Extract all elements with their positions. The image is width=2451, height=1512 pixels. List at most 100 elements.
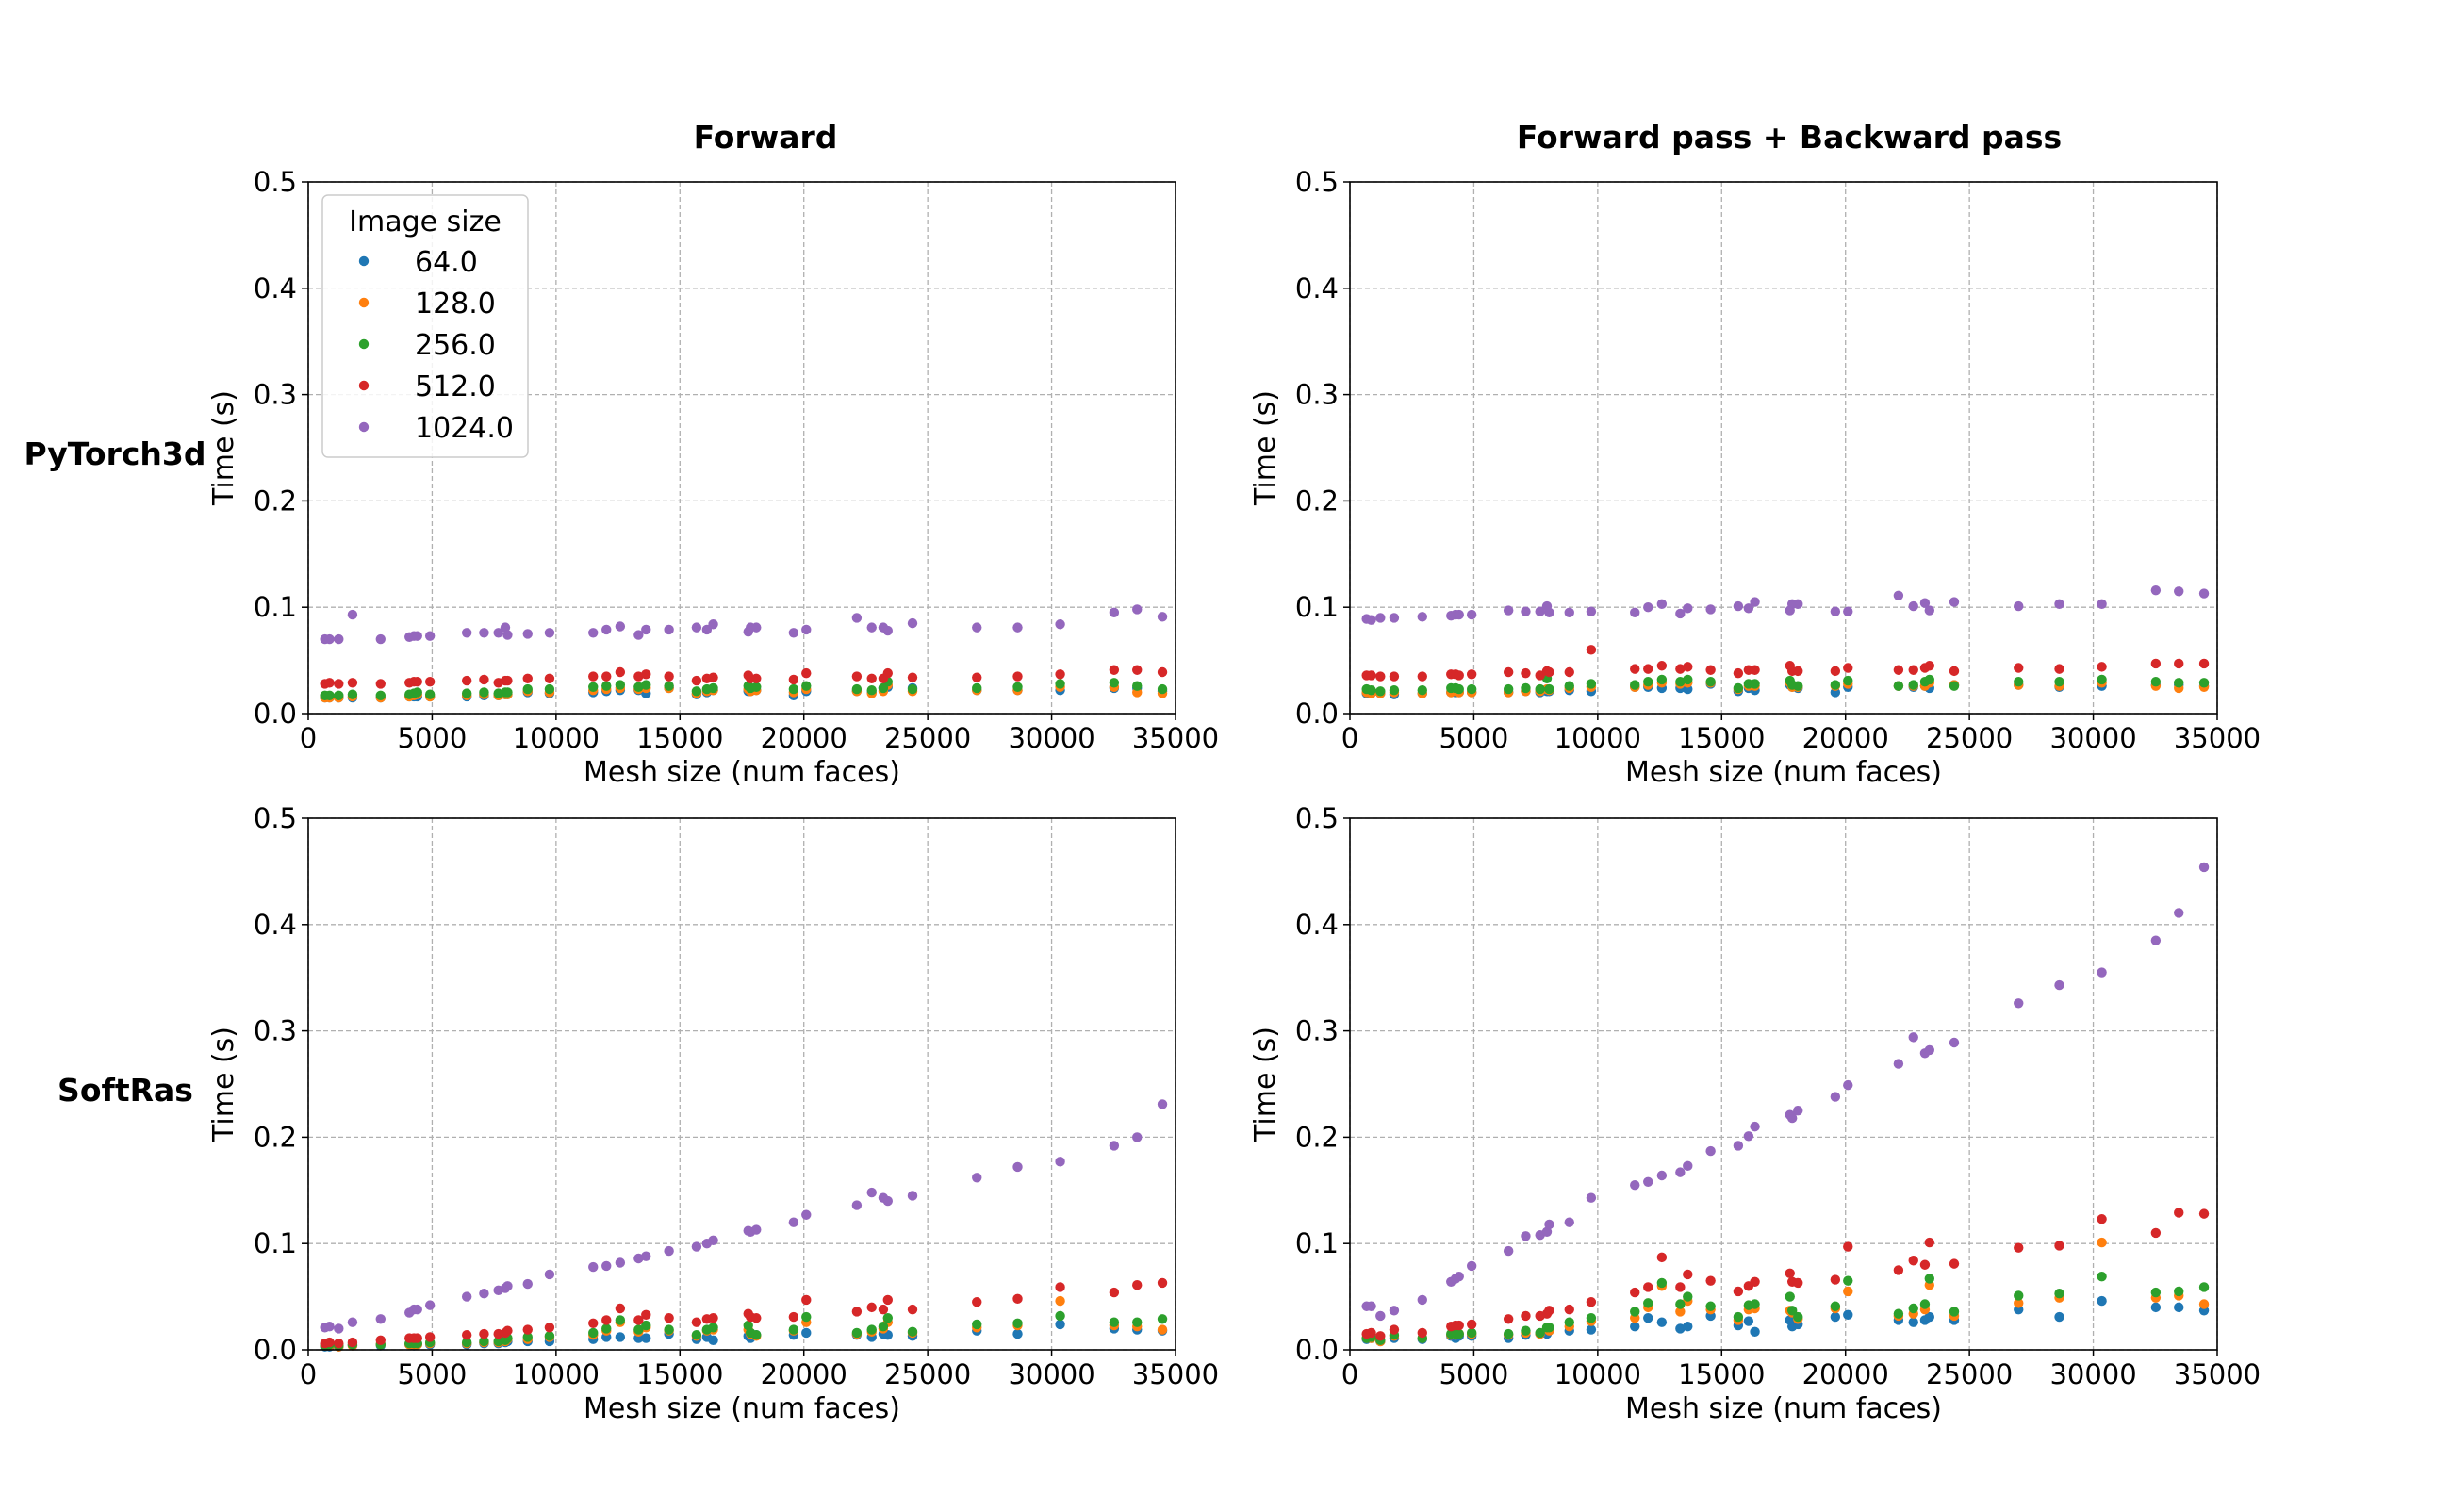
data-point (664, 1245, 674, 1257)
data-point (544, 628, 555, 638)
panel-2: 0 5000 10000 15000 20000 25000 30000 35000 0.0 0.… (207, 802, 1219, 1425)
data-point (866, 622, 877, 633)
data-point (1949, 597, 1960, 607)
data-point (412, 1304, 422, 1315)
y-tick-label: 0.5 (1295, 802, 1339, 834)
y-axis-label: Time (s) (1249, 390, 1282, 506)
data-point (1683, 674, 1693, 685)
data-point (1830, 1092, 1841, 1102)
data-point (1843, 675, 1853, 686)
data-point (1389, 613, 1400, 623)
data-point (601, 624, 612, 635)
data-point (1733, 667, 1744, 679)
data-point (1503, 683, 1514, 695)
data-point (691, 686, 702, 697)
data-point (1733, 600, 1744, 612)
data-point (664, 681, 674, 691)
data-point (1541, 1226, 1553, 1237)
data-point (2054, 1241, 2064, 1251)
data-point (664, 624, 674, 635)
data-point (1675, 1167, 1686, 1177)
data-point (2150, 1302, 2162, 1313)
data-point (424, 631, 436, 641)
data-point (1466, 1260, 1477, 1272)
y-tick-label: 0.0 (254, 1334, 297, 1366)
data-point (1055, 1157, 1065, 1167)
data-point (334, 1323, 344, 1334)
x-tick-label: 5000 (398, 722, 468, 754)
data-point (424, 676, 436, 687)
data-point (601, 671, 612, 682)
y-tick-label: 0.2 (1295, 1121, 1339, 1153)
data-point (1586, 1192, 1597, 1203)
data-point (2174, 658, 2184, 669)
data-point (1750, 665, 1760, 675)
data-point (461, 688, 472, 698)
data-point (324, 678, 335, 688)
data-point (2198, 588, 2210, 599)
data-point (2014, 676, 2024, 687)
y-tick-label: 0.2 (254, 485, 297, 517)
x-tick-label: 5000 (1439, 722, 1509, 754)
data-point (1924, 1311, 1934, 1323)
data-point (461, 1330, 472, 1340)
data-point (2097, 1214, 2107, 1224)
data-point (412, 631, 422, 641)
y-tick-label: 0.3 (1295, 379, 1339, 411)
data-point (907, 683, 918, 695)
data-point (424, 1332, 436, 1342)
data-point (1586, 1297, 1597, 1307)
axes-frame (307, 181, 1176, 715)
data-point (1949, 666, 1960, 677)
data-point (522, 1278, 533, 1290)
data-point (2174, 1208, 2184, 1218)
data-point (1750, 1276, 1760, 1288)
data-point (1683, 1269, 1693, 1280)
data-point (1924, 1044, 1934, 1056)
data-point (1586, 1324, 1597, 1335)
data-point (907, 1304, 918, 1315)
axes-frame (307, 817, 1176, 1351)
data-point (708, 619, 718, 630)
data-point (2097, 674, 2107, 685)
data-point (882, 1195, 893, 1207)
data-point (1683, 662, 1693, 672)
data-point (615, 1332, 626, 1342)
data-point (1375, 1310, 1386, 1322)
data-point (1893, 665, 1904, 675)
data-point (972, 1297, 982, 1307)
data-point (708, 1323, 718, 1333)
data-point (1949, 1307, 1960, 1317)
data-point (1389, 1306, 1400, 1316)
data-point (334, 679, 344, 689)
data-point (461, 1291, 472, 1302)
data-point (412, 1333, 422, 1343)
data-point (1656, 599, 1668, 610)
data-point (1366, 684, 1376, 696)
y-tick-label: 0.3 (254, 379, 297, 411)
data-point (1417, 612, 1427, 622)
data-point (1750, 1326, 1760, 1338)
panel-3: 0 5000 10000 15000 20000 25000 30000 35000 0.0 0.… (1249, 802, 2261, 1425)
data-point (2150, 1287, 2162, 1298)
data-point (708, 1235, 718, 1246)
data-point (1733, 1286, 1744, 1297)
data-point (866, 1187, 877, 1198)
data-point (1109, 678, 1120, 688)
data-point (708, 682, 718, 694)
legend-marker-128.0 (358, 297, 370, 308)
data-point (1389, 1324, 1400, 1335)
data-point (708, 672, 718, 682)
data-point (601, 1315, 612, 1325)
data-point (972, 682, 982, 694)
data-point (2054, 664, 2064, 674)
series-64.0 (1361, 1295, 2210, 1347)
data-point (801, 624, 812, 635)
data-point (1586, 645, 1597, 655)
data-point (1733, 682, 1744, 694)
data-point (1843, 1079, 1853, 1091)
data-point (1830, 606, 1841, 616)
data-point (502, 630, 513, 640)
data-point (1564, 1317, 1574, 1327)
data-point (1924, 605, 1934, 616)
